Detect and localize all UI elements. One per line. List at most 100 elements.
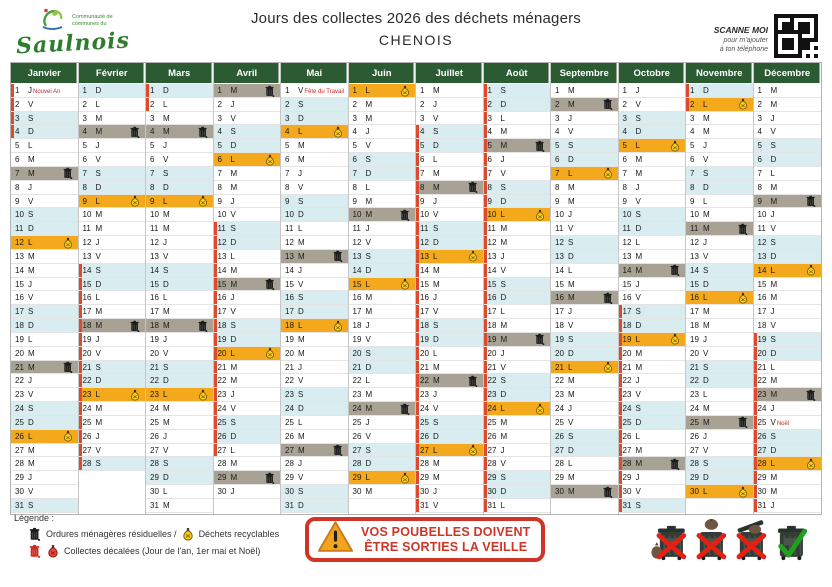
day-letter: S — [500, 182, 506, 192]
day-letter: V — [703, 251, 709, 261]
title-block: Jours des collectes 2026 des déchets mén… — [216, 10, 616, 48]
day-letter: S — [298, 196, 304, 206]
day-letter: V — [433, 307, 439, 317]
day-number: 26 — [150, 431, 159, 441]
day-cell: 24 J — [551, 402, 618, 416]
day-letter: L — [770, 168, 775, 178]
day-letter: M — [500, 417, 508, 427]
day-cell: 22 M — [551, 374, 618, 389]
day-number: 7 — [487, 168, 492, 178]
day-number: 1 — [757, 86, 762, 95]
day-cell: 21 D — [348, 360, 415, 375]
day-number: 21 — [82, 362, 92, 372]
day-number: 5 — [217, 141, 222, 151]
day-number: 17 — [622, 307, 632, 317]
day-cell: 18 V — [551, 319, 618, 333]
day-letter: S — [163, 265, 169, 275]
day-letter: J — [163, 141, 167, 151]
day-number: 5 — [757, 141, 762, 151]
day-cell: 15 J — [618, 277, 685, 292]
day-number: 5 — [487, 141, 492, 151]
day-letter: M — [500, 141, 508, 151]
day-cell: 30 M — [753, 485, 821, 499]
day-letter: V — [568, 127, 574, 137]
day-cell: 20 L — [213, 346, 280, 361]
day-number: 27 — [622, 445, 632, 455]
day-number: 21 — [487, 362, 497, 372]
day-cell: 14 M — [11, 263, 78, 278]
day-cell: 25 M — [483, 415, 550, 430]
trash-bin-icon — [737, 223, 749, 235]
day-letter: M — [95, 224, 103, 234]
recycling-bag-icon — [264, 347, 276, 359]
day-cell: 17 J — [551, 305, 618, 320]
recycling-bag-icon — [332, 320, 344, 332]
day-cell: 22 L — [348, 374, 415, 389]
day-letter: M — [95, 404, 103, 414]
day-letter: J — [230, 99, 235, 109]
day-cell: 14 S — [686, 263, 753, 278]
day-letter: M — [28, 348, 35, 358]
day-number: 8 — [622, 182, 627, 192]
day-number: 17 — [15, 307, 24, 317]
day-cell: 11 L — [281, 222, 348, 237]
day-number: 4 — [487, 127, 492, 137]
recycling-bag-icon — [602, 361, 614, 373]
day-number: 14 — [150, 265, 159, 275]
day-letter: L — [635, 431, 640, 441]
day-letter: M — [163, 210, 170, 220]
month-column-janvier: Janvier 1 JNouvel An 2 V 3 S 4 D 5 L 6 M 7 M 8 J 9 V 10 S 11… — [11, 63, 79, 514]
day-letter: S — [568, 238, 574, 248]
day-cell: 17 L — [483, 305, 550, 320]
day-number: 15 — [82, 279, 92, 289]
day-letter: J — [28, 86, 32, 95]
day-letter: V — [95, 251, 101, 261]
day-letter: M — [230, 279, 238, 289]
day-number: 19 — [82, 334, 92, 344]
day-letter: D — [635, 224, 642, 234]
day-number: 6 — [150, 155, 155, 165]
day-letter: M — [635, 251, 643, 261]
day-number: 10 — [82, 210, 92, 220]
day-letter: M — [770, 487, 778, 497]
day-cell: 19 S — [551, 332, 618, 347]
day-number: 7 — [555, 168, 560, 178]
day-cell: 21 S — [146, 360, 213, 375]
day-cell: 17 S — [618, 305, 685, 320]
day-number: 20 — [555, 348, 564, 358]
day-number: 22 — [82, 376, 92, 386]
empty-cell — [348, 498, 415, 513]
day-number: 10 — [555, 210, 564, 220]
logo-org-text: Communauté de communes du — [72, 14, 113, 27]
day-letter: D — [433, 238, 439, 248]
day-number: 19 — [352, 334, 362, 344]
day-number: 5 — [420, 141, 425, 151]
day-cell: 23 M — [551, 388, 618, 403]
day-number: 9 — [82, 196, 87, 206]
day-number: 15 — [555, 279, 564, 289]
day-number: 23 — [150, 390, 159, 400]
day-number: 8 — [555, 182, 560, 192]
empty-cell — [686, 498, 753, 513]
day-cell: 28 D — [348, 457, 415, 472]
day-cell: 27 D — [753, 443, 821, 458]
day-number: 26 — [420, 431, 429, 441]
day-number: 11 — [420, 224, 429, 234]
trash-bin-icon — [399, 209, 411, 221]
day-letter: V — [365, 334, 371, 344]
day-number: 28 — [487, 459, 497, 469]
recycling-bag-icon — [399, 472, 411, 484]
day-letter: M — [635, 265, 643, 275]
day-number: 15 — [15, 279, 24, 289]
trash-bin-icon — [62, 361, 74, 374]
day-letter: M — [500, 238, 508, 248]
recycling-bag-icon — [197, 389, 209, 401]
